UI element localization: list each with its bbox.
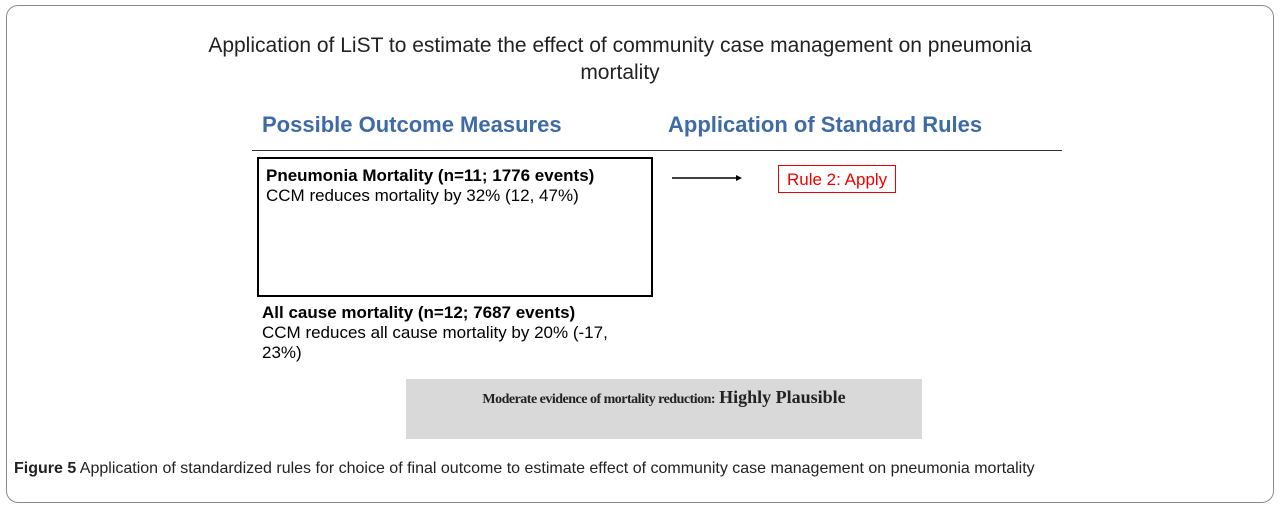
outcome-title: All cause mortality (n=12; 7687 events) xyxy=(262,303,576,322)
figure-frame xyxy=(6,5,1274,503)
caption-label: Figure 5 xyxy=(14,460,77,477)
column-header: Possible Outcome Measures xyxy=(262,112,562,137)
divider xyxy=(252,150,1062,151)
conclusion-lead: Moderate evidence of mortality reduction… xyxy=(482,392,716,407)
column-header: Application of Standard Rules xyxy=(668,112,983,137)
figure-title: Application of LiST to estimate the effe… xyxy=(208,34,1032,84)
rule-label: Rule 2: Apply xyxy=(778,165,897,193)
conclusion-emphasis: Highly Plausible xyxy=(719,387,846,407)
selected-outcome-box xyxy=(257,157,653,297)
outcome: Pneumonia Mortality (n=11; 1776 events) … xyxy=(266,166,646,206)
outcome-title: Pneumonia Mortality (n=11; 1776 events) xyxy=(266,166,595,185)
outcome-text: CCM reduces all cause mortality by 20% (… xyxy=(262,323,608,362)
outcome: All cause mortality (n=12; 7687 events) … xyxy=(262,303,642,363)
outcome-text: CCM reduces mortality by 32% (12, 47%) xyxy=(266,186,579,205)
caption: Figure 5 Application of standardized rul… xyxy=(14,457,1264,481)
caption-text: Application of standardized rules for ch… xyxy=(79,460,1035,477)
arrow xyxy=(672,175,742,181)
conclusion-box: Moderate evidence of mortality reduction… xyxy=(406,379,922,439)
